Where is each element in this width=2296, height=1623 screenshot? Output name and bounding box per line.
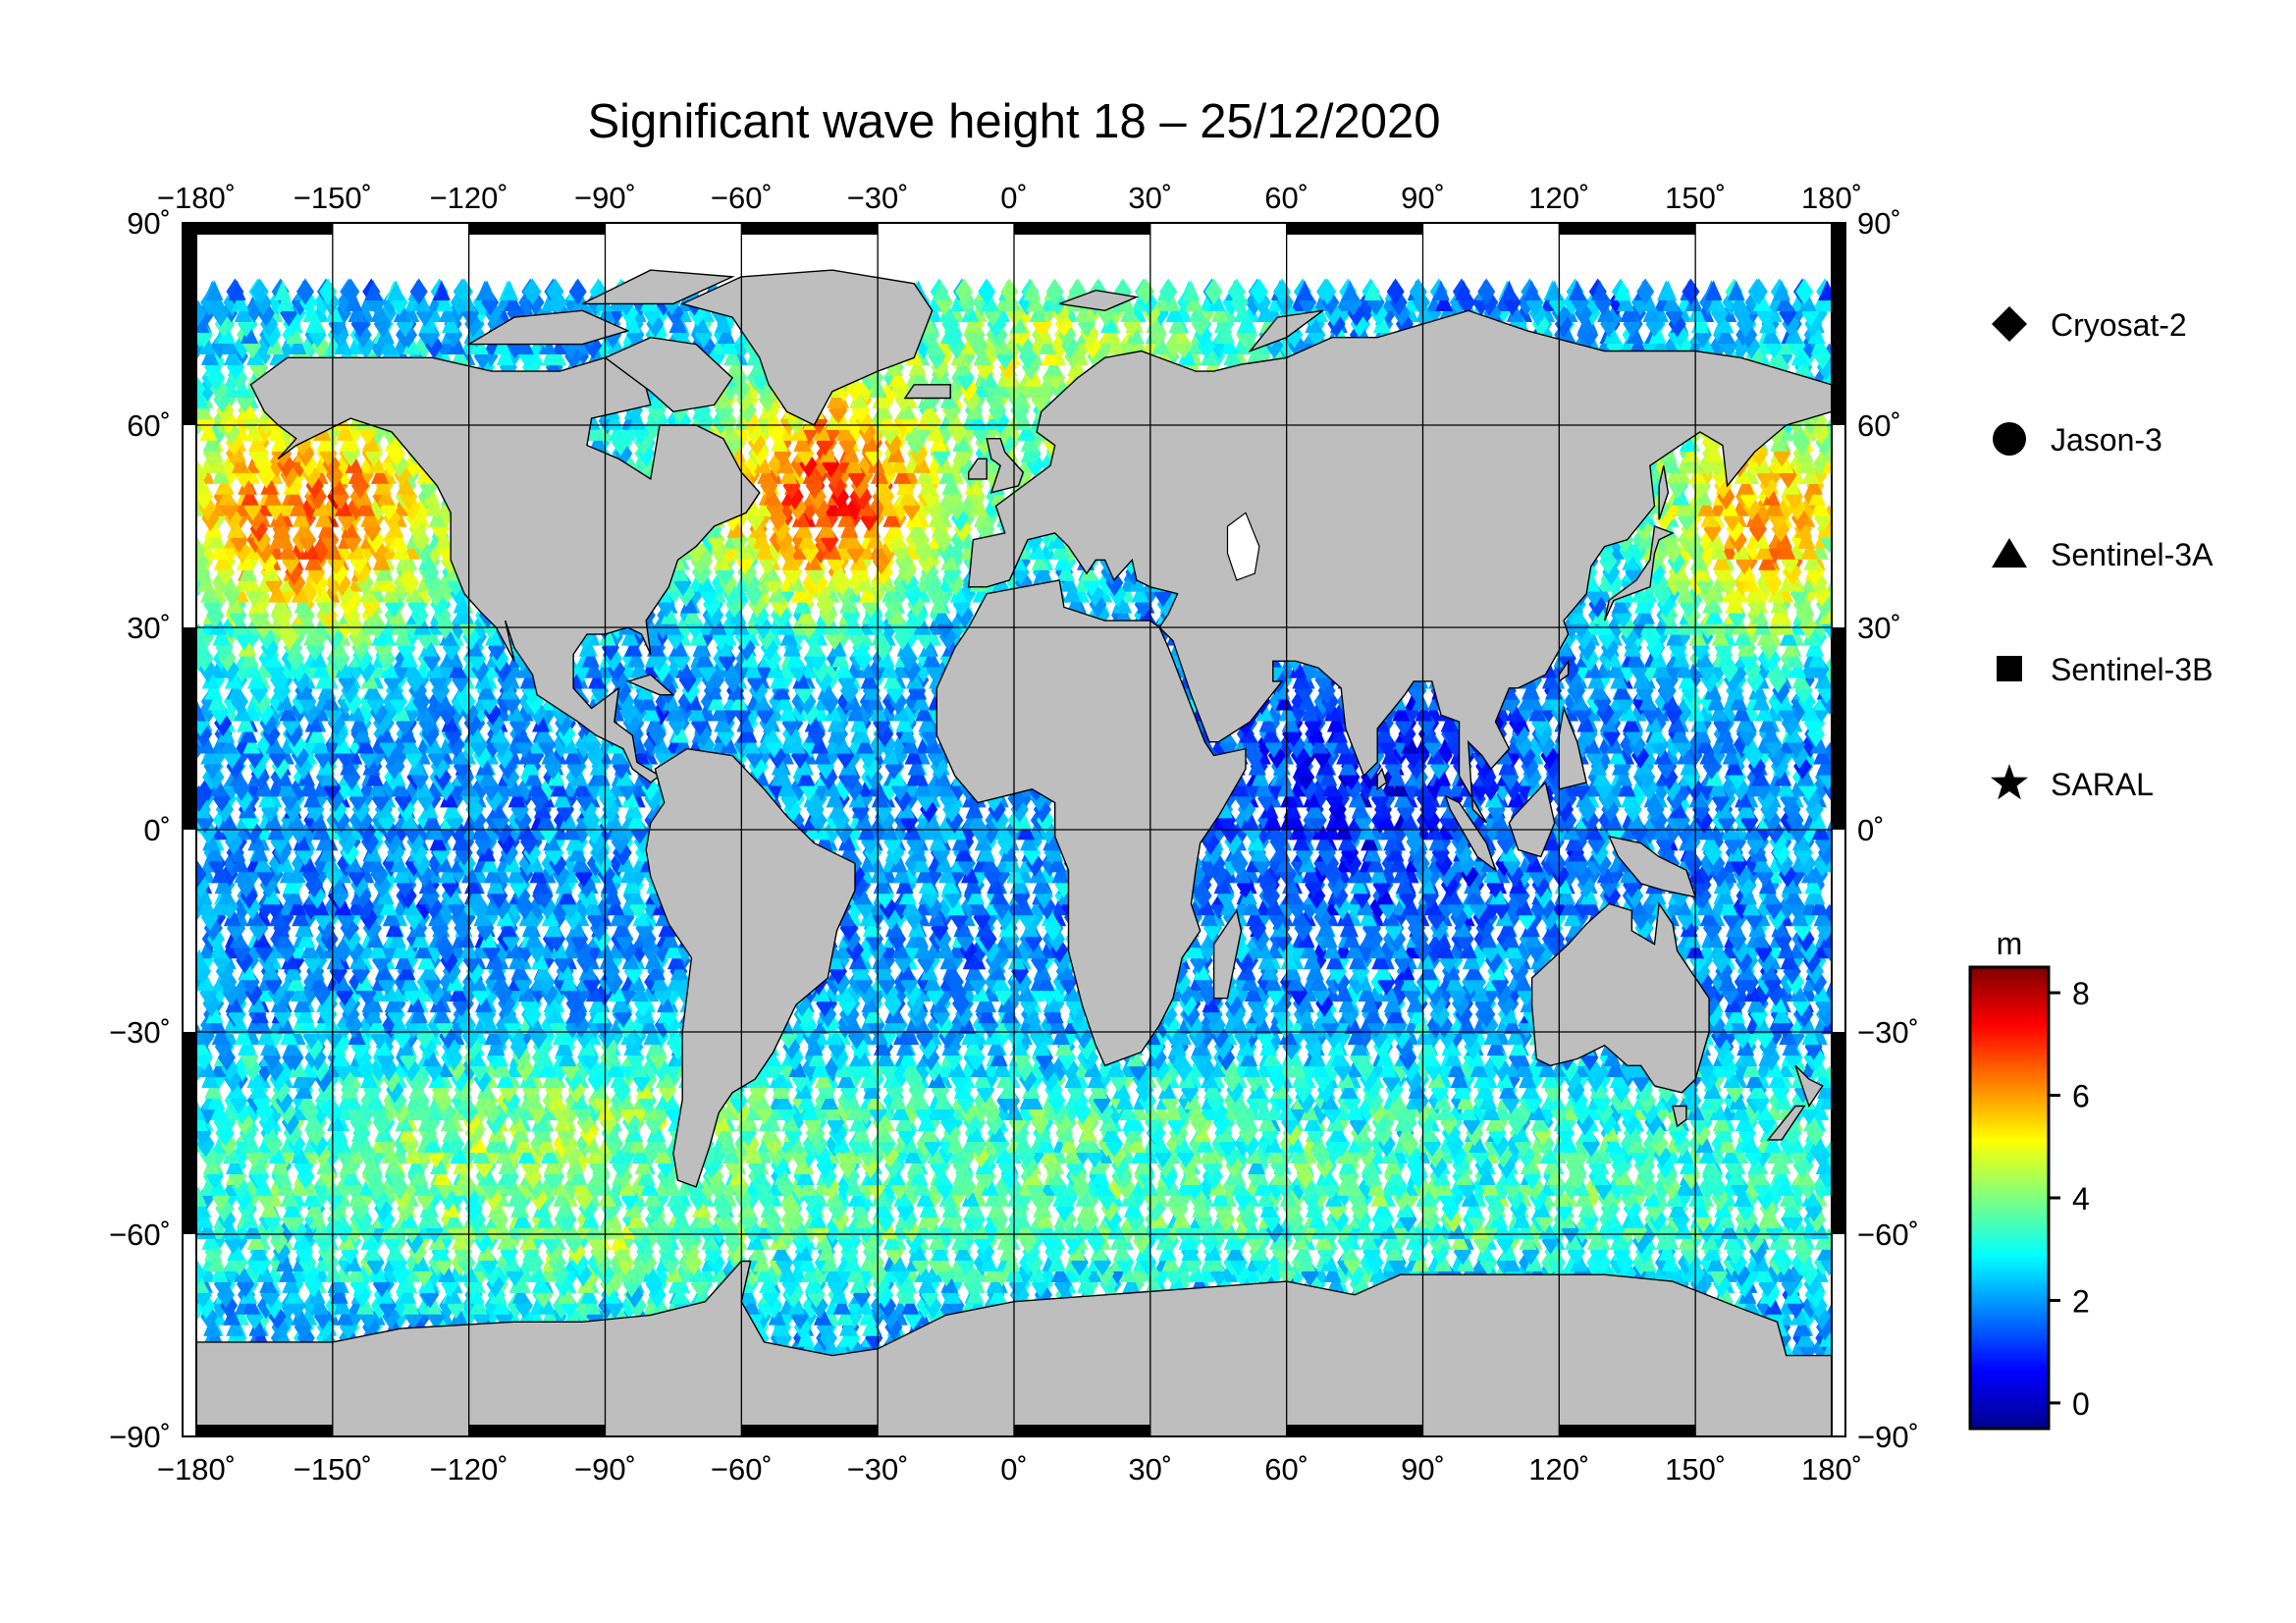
swh-mark [1789, 938, 1807, 959]
swh-mark [539, 938, 558, 959]
swh-mark [402, 938, 421, 959]
swh-mark [641, 657, 660, 678]
swh-mark [234, 893, 252, 920]
swh-mark [290, 938, 308, 959]
swh-mark [485, 968, 504, 996]
swh-mark [608, 938, 626, 959]
swh-mark [255, 657, 274, 678]
swh-mark [198, 938, 217, 959]
swh-mark [402, 1100, 421, 1121]
swh-mark [357, 938, 376, 959]
swh-mark [448, 1100, 466, 1121]
swh-mark [482, 657, 501, 678]
swh-mark [335, 1100, 353, 1121]
figure-title: Significant wave height 18 – 25/12/2020 [587, 95, 1440, 148]
swh-mark [539, 1100, 558, 1121]
swh-mark [369, 657, 388, 678]
swh-mark [425, 1100, 444, 1121]
swh-mark [1811, 1100, 1830, 1121]
swh-mark [516, 1100, 535, 1121]
